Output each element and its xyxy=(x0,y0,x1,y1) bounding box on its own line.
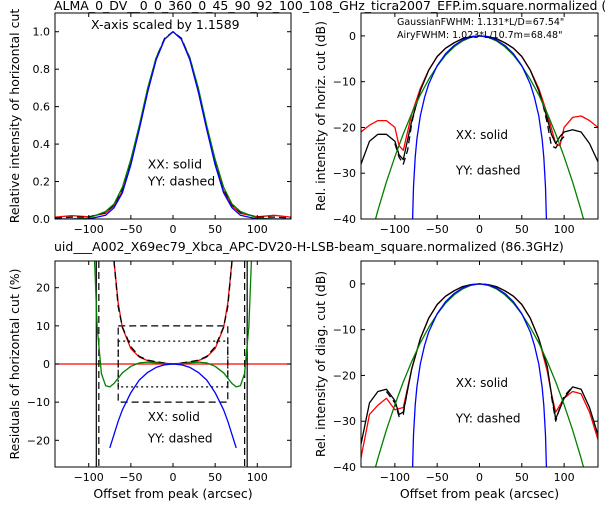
x-tick-label: −100 xyxy=(380,223,410,236)
y-tick-label: −20 xyxy=(333,121,356,134)
y-tick-label: −40 xyxy=(333,213,356,226)
series-blue-solid-3 xyxy=(109,363,237,449)
y-tick-label: 0.4 xyxy=(33,138,51,151)
x-scale-annotation: X-axis scaled by 1.1589 xyxy=(91,17,240,32)
y-tick-label: 0.0 xyxy=(33,213,51,226)
y-axis-label: Residuals of horizontal cut (%) xyxy=(7,269,22,460)
series-black-dashed-1 xyxy=(113,261,233,365)
note-yy-dashed: YY: dashed xyxy=(147,173,215,188)
x-tick-label: −50 xyxy=(119,471,142,484)
y-tick-label: −20 xyxy=(333,369,356,382)
x-tick-label: −100 xyxy=(74,471,104,484)
x-tick-label: 100 xyxy=(554,223,575,236)
note-xx-solid: XX: solid xyxy=(456,376,508,390)
y-tick-label: 0 xyxy=(349,278,356,291)
x-tick-label: 100 xyxy=(247,471,268,484)
y-tick-label: −10 xyxy=(333,76,356,89)
series-black-dashed-2 xyxy=(385,389,409,418)
x-tick-label: 50 xyxy=(515,471,529,484)
x-tick-label: 0 xyxy=(170,223,177,236)
series-green-solid-2 xyxy=(55,31,291,219)
x-axis-label: Offset from peak (arcsec) xyxy=(400,486,559,501)
tolerance-box-dotted xyxy=(117,340,229,388)
y-tick-label: −10 xyxy=(333,324,356,337)
y-tick-label: 20 xyxy=(36,282,50,295)
note-xx-solid: XX: solid xyxy=(148,156,202,171)
series-black-dashed-3 xyxy=(542,104,565,149)
note-yy-dashed: YY: dashed xyxy=(455,412,521,426)
y-tick-label: 0.6 xyxy=(33,101,51,114)
note-yy-dashed: YY: dashed xyxy=(147,432,213,446)
note-yy-dashed: YY: dashed xyxy=(455,164,521,178)
series-blue-solid-3 xyxy=(55,31,291,219)
y-axis-label: Relative intensity of horizontal cut xyxy=(7,9,22,224)
tolerance-box-dashed xyxy=(117,325,229,403)
y-tick-label: −30 xyxy=(333,415,356,428)
y-tick-label: −20 xyxy=(27,434,50,447)
series-blue-solid-5 xyxy=(411,283,548,467)
mid-title: uid___A002_X69ec79_Xbca_APC-DV20-H-LSB-b… xyxy=(54,239,564,254)
diagonal-cut-db-plot-area xyxy=(361,283,598,467)
x-tick-label: −50 xyxy=(426,471,449,484)
y-tick-label: −30 xyxy=(333,167,356,180)
series-red-solid-0 xyxy=(361,283,598,458)
horizontal-cut-plot-area xyxy=(55,31,291,219)
x-tick-label: −50 xyxy=(426,223,449,236)
x-tick-label: −50 xyxy=(119,223,142,236)
horizontal-cut-db-frame xyxy=(360,12,599,220)
legend-blue: AiryFWHM: 1.023*L/10.7m=68.48" xyxy=(397,30,562,41)
legend-green: GaussianFWHM: 1.131*L/D=67.54" xyxy=(397,17,564,28)
horizontal-cut-chart: −100 −50 0 50 100 0.0 0.2 0.4 0.6 0.8 1.0 Relative … xyxy=(7,9,292,236)
y-tick-label: −40 xyxy=(333,461,356,474)
x-tick-label: 100 xyxy=(247,223,268,236)
series-black-solid-1 xyxy=(361,35,598,165)
residuals-plot-area xyxy=(55,261,291,467)
y-axis-label: Rel. intensity of diag. cut (dB) xyxy=(313,271,328,457)
y-axis-label: Rel. intensity of horiz. cut (dB) xyxy=(313,21,328,211)
x-tick-label: 50 xyxy=(515,223,529,236)
series-blue-solid-5 xyxy=(411,35,548,219)
x-axis-label: Offset from peak (arcsec) xyxy=(93,486,252,501)
y-tick-label: −10 xyxy=(27,396,50,409)
diagonal-cut-db-frame xyxy=(360,260,599,468)
y-tick-label: 0 xyxy=(43,358,50,371)
series-black-dashed-1 xyxy=(55,31,291,219)
series-black-dashed-3 xyxy=(550,386,574,422)
x-tick-label: 50 xyxy=(208,223,222,236)
series-black-dashed-2 xyxy=(394,104,417,165)
x-tick-label: 100 xyxy=(554,471,575,484)
series-red-solid-0 xyxy=(55,31,291,218)
y-tick-label: 0.8 xyxy=(33,63,51,76)
x-tick-label: −100 xyxy=(74,223,104,236)
y-tick-label: 0.2 xyxy=(33,176,51,189)
y-tick-label: 1.0 xyxy=(33,26,51,39)
x-tick-label: 0 xyxy=(476,471,483,484)
x-tick-label: −100 xyxy=(380,471,410,484)
note-xx-solid: XX: solid xyxy=(456,128,508,142)
plots-group: −100 −50 0 50 1000.00.20.40.60.81.0Relative … xyxy=(7,9,599,501)
horizontal-cut-db-plot-area xyxy=(361,35,598,219)
y-tick-label: 10 xyxy=(36,320,50,333)
y-tick-label: 0 xyxy=(349,30,356,43)
top-title: ALMA_0_DV__0_0_360_0_45_90_92_100_108_GH… xyxy=(54,0,607,13)
note-xx-solid: XX: solid xyxy=(148,410,200,424)
x-tick-label: 0 xyxy=(170,471,177,484)
x-tick-label: 0 xyxy=(476,223,483,236)
x-tick-label: 50 xyxy=(208,471,222,484)
